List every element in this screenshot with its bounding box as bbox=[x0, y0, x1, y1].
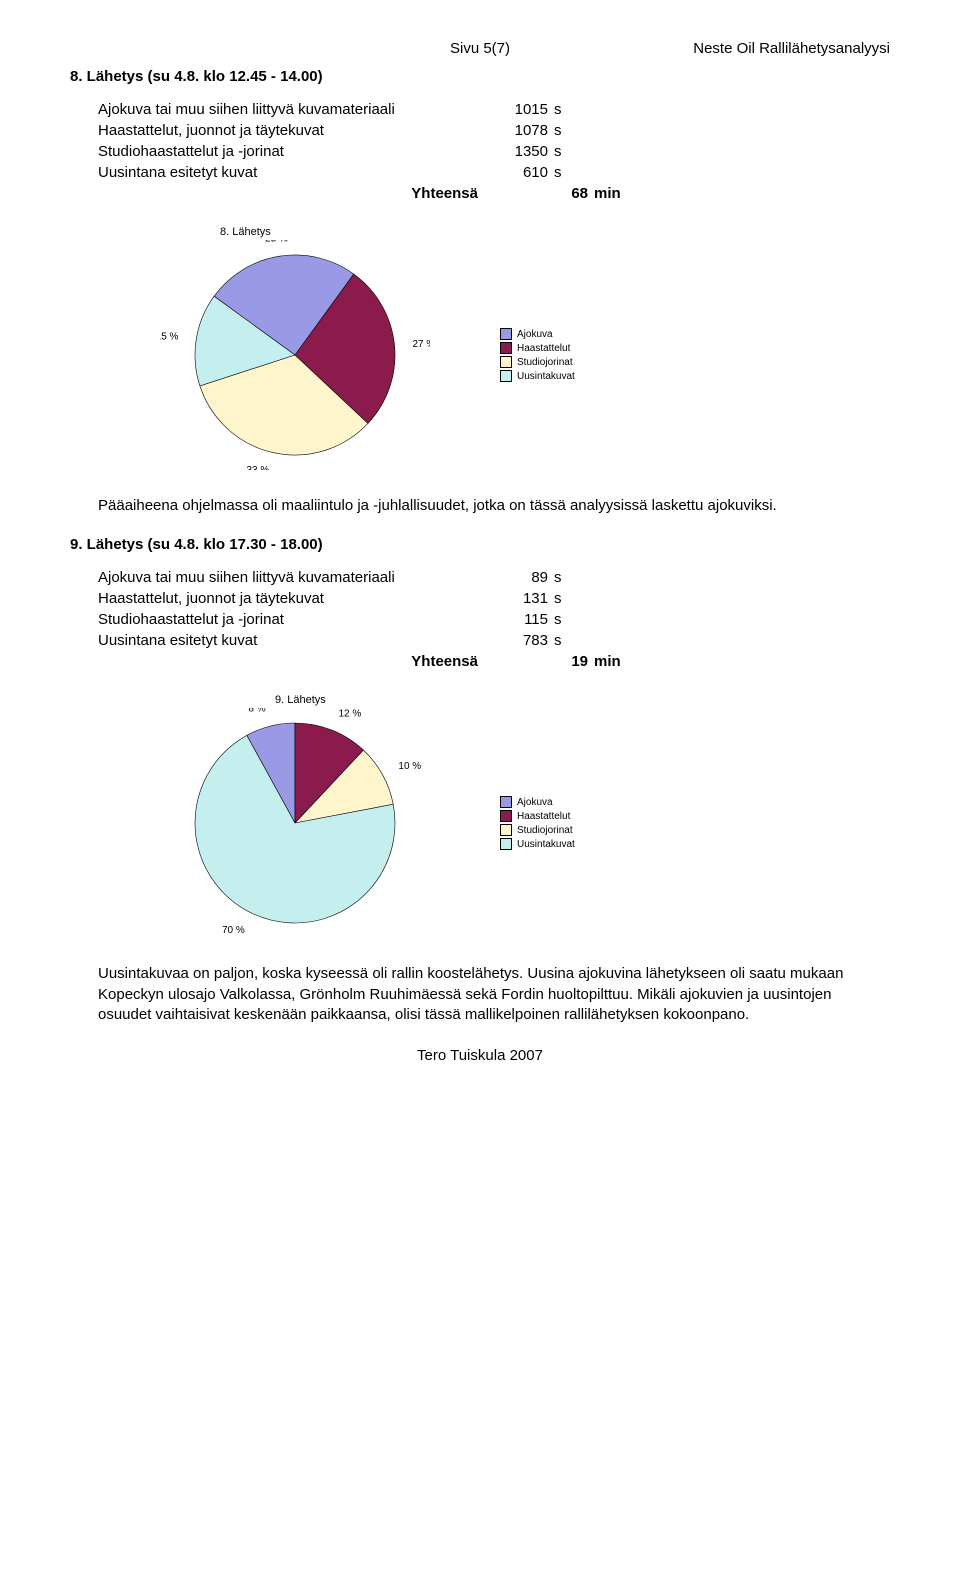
section8-paragraph: Pääaiheena ohjelmassa oli maaliintulo ja… bbox=[98, 496, 848, 516]
legend-label: Haastattelut bbox=[517, 811, 570, 822]
total-unit: min bbox=[588, 183, 634, 204]
section8-title: 8. Lähetys (su 4.8. klo 12.45 - 14.00) bbox=[70, 68, 890, 85]
chart-legend: Ajokuva Haastattelut Studiojorinat Uusin… bbox=[500, 326, 575, 384]
legend-item: Studiojorinat bbox=[500, 824, 575, 836]
row-value: 115 bbox=[478, 609, 548, 630]
row-value: 89 bbox=[478, 567, 548, 588]
total-row: Yhteensä 68 min bbox=[98, 183, 890, 204]
table-row: Uusintana esitetyt kuvat 783 s bbox=[98, 630, 890, 651]
row-unit: s bbox=[548, 609, 594, 630]
row-value: 1350 bbox=[478, 141, 548, 162]
row-unit: s bbox=[548, 630, 594, 651]
svg-text:70 %: 70 % bbox=[222, 925, 245, 936]
legend-label: Haastattelut bbox=[517, 343, 570, 354]
total-label: Yhteensä bbox=[98, 183, 518, 204]
row-unit: s bbox=[548, 588, 594, 609]
row-value: 610 bbox=[478, 162, 548, 183]
row-label: Haastattelut, juonnot ja täytekuvat bbox=[98, 120, 478, 141]
section9-paragraph: Uusintakuvaa on paljon, koska kyseessä o… bbox=[98, 964, 848, 1025]
legend-swatch bbox=[500, 796, 512, 808]
legend-item: Uusintakuvat bbox=[500, 370, 575, 382]
legend-item: Uusintakuvat bbox=[500, 838, 575, 850]
table-row: Uusintana esitetyt kuvat 610 s bbox=[98, 162, 890, 183]
table-row: Haastattelut, juonnot ja täytekuvat 1078… bbox=[98, 120, 890, 141]
legend-swatch bbox=[500, 370, 512, 382]
chart8-pie: 25 % 27 % 33 % 15 % bbox=[160, 240, 430, 470]
row-label: Haastattelut, juonnot ja täytekuvat bbox=[98, 588, 478, 609]
legend-label: Uusintakuvat bbox=[517, 839, 575, 850]
total-value: 68 bbox=[518, 183, 588, 204]
legend-item: Ajokuva bbox=[500, 796, 575, 808]
svg-text:12 %: 12 % bbox=[338, 709, 361, 720]
legend-item: Haastattelut bbox=[500, 342, 575, 354]
legend-swatch bbox=[500, 838, 512, 850]
table-row: Ajokuva tai muu siihen liittyvä kuvamate… bbox=[98, 99, 890, 120]
legend-label: Ajokuva bbox=[517, 329, 553, 340]
row-label: Uusintana esitetyt kuvat bbox=[98, 162, 478, 183]
row-unit: s bbox=[548, 141, 594, 162]
row-value: 783 bbox=[478, 630, 548, 651]
row-value: 1015 bbox=[478, 99, 548, 120]
legend-item: Studiojorinat bbox=[500, 356, 575, 368]
legend-swatch bbox=[500, 824, 512, 836]
row-unit: s bbox=[548, 120, 594, 141]
svg-text:8 %: 8 % bbox=[248, 708, 265, 715]
row-label: Ajokuva tai muu siihen liittyvä kuvamate… bbox=[98, 567, 478, 588]
table-row: Ajokuva tai muu siihen liittyvä kuvamate… bbox=[98, 567, 890, 588]
chart8-title: 8. Lähetys bbox=[220, 226, 890, 238]
svg-text:25 %: 25 % bbox=[265, 240, 288, 244]
legend-swatch bbox=[500, 342, 512, 354]
total-unit: min bbox=[588, 651, 634, 672]
row-value: 1078 bbox=[478, 120, 548, 141]
section9-data: Ajokuva tai muu siihen liittyvä kuvamate… bbox=[98, 567, 890, 672]
svg-text:10 %: 10 % bbox=[398, 761, 421, 772]
page-number: Sivu 5(7) bbox=[450, 40, 510, 57]
chart8-block: 8. Lähetys 25 % 27 % 33 % 15 % Ajokuva Haas… bbox=[70, 226, 890, 470]
table-row: Studiohaastattelut ja -jorinat 115 s bbox=[98, 609, 890, 630]
legend-swatch bbox=[500, 356, 512, 368]
total-value: 19 bbox=[518, 651, 588, 672]
legend-item: Ajokuva bbox=[500, 328, 575, 340]
legend-label: Uusintakuvat bbox=[517, 371, 575, 382]
chart-legend: Ajokuva Haastattelut Studiojorinat Uusin… bbox=[500, 794, 575, 852]
legend-item: Haastattelut bbox=[500, 810, 575, 822]
row-label: Studiohaastattelut ja -jorinat bbox=[98, 141, 478, 162]
row-label: Ajokuva tai muu siihen liittyvä kuvamate… bbox=[98, 99, 478, 120]
chart9-block: 9. Lähetys 8 % 12 % 10 % 70 % Ajokuva Haast… bbox=[70, 694, 890, 938]
page-footer: Tero Tuiskula 2007 bbox=[70, 1047, 890, 1064]
section8-data: Ajokuva tai muu siihen liittyvä kuvamate… bbox=[98, 99, 890, 204]
row-unit: s bbox=[548, 162, 594, 183]
total-row: Yhteensä 19 min bbox=[98, 651, 890, 672]
legend-swatch bbox=[500, 810, 512, 822]
svg-text:27 %: 27 % bbox=[412, 339, 430, 350]
row-value: 131 bbox=[478, 588, 548, 609]
doc-title: Neste Oil Rallilähetysanalyysi bbox=[693, 40, 890, 57]
legend-label: Studiojorinat bbox=[517, 825, 573, 836]
row-unit: s bbox=[548, 99, 594, 120]
legend-label: Ajokuva bbox=[517, 797, 553, 808]
row-label: Uusintana esitetyt kuvat bbox=[98, 630, 478, 651]
svg-text:15 %: 15 % bbox=[160, 332, 179, 343]
section9-title: 9. Lähetys (su 4.8. klo 17.30 - 18.00) bbox=[70, 536, 890, 553]
svg-text:33 %: 33 % bbox=[246, 465, 269, 470]
total-label: Yhteensä bbox=[98, 651, 518, 672]
row-label: Studiohaastattelut ja -jorinat bbox=[98, 609, 478, 630]
chart9-pie: 8 % 12 % 10 % 70 % bbox=[160, 708, 430, 938]
legend-label: Studiojorinat bbox=[517, 357, 573, 368]
table-row: Studiohaastattelut ja -jorinat 1350 s bbox=[98, 141, 890, 162]
table-row: Haastattelut, juonnot ja täytekuvat 131 … bbox=[98, 588, 890, 609]
chart9-title: 9. Lähetys bbox=[275, 694, 890, 706]
row-unit: s bbox=[548, 567, 594, 588]
legend-swatch bbox=[500, 328, 512, 340]
